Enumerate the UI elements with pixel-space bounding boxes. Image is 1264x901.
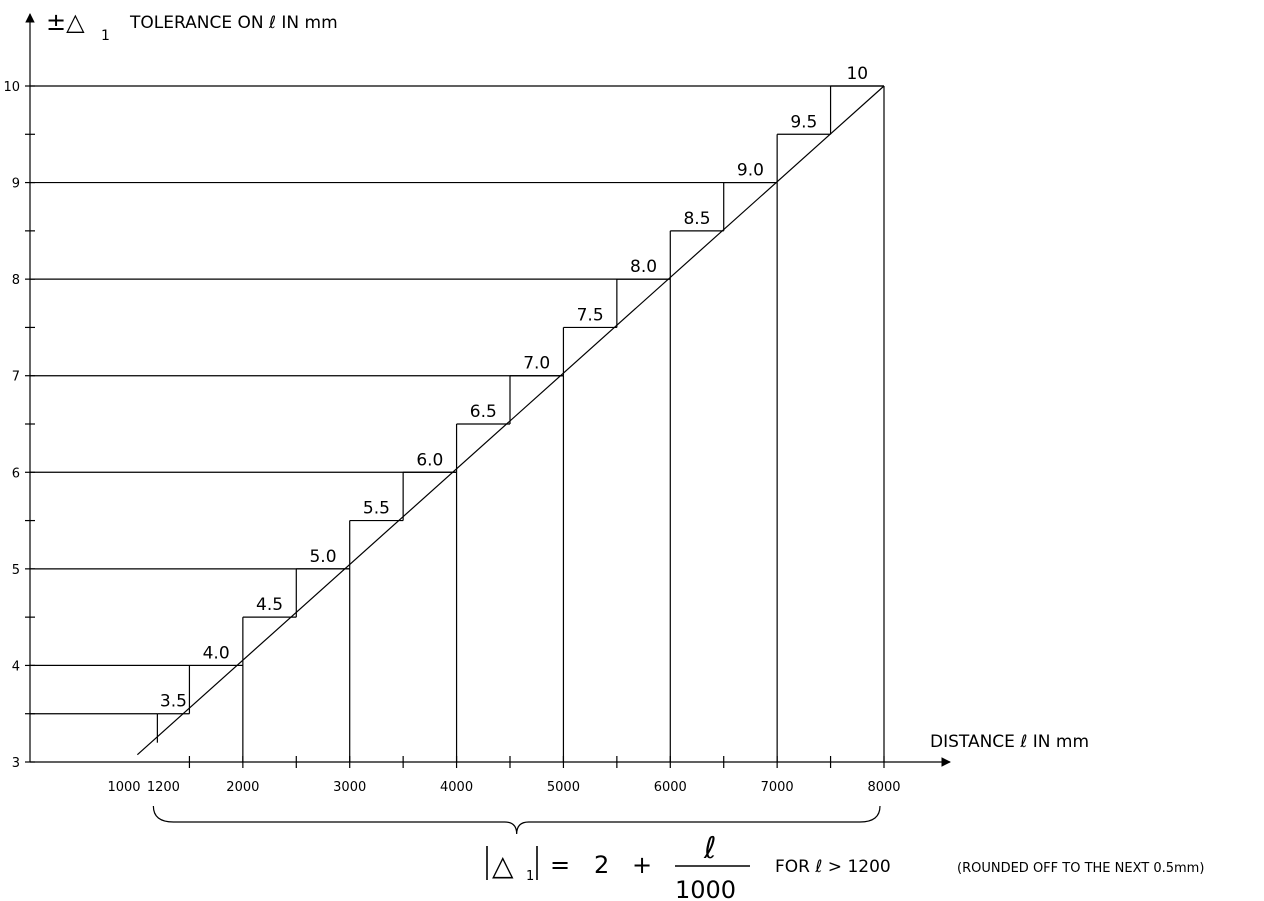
- formula-plus: +: [632, 851, 652, 879]
- y-tick-label: 4: [12, 659, 20, 674]
- x-tick-label: 2000: [226, 780, 259, 795]
- step-label: 6.5: [470, 402, 497, 422]
- y-tick-label: 7: [12, 370, 20, 385]
- step-label: 3.5: [160, 692, 187, 712]
- formula: △ 1 = 2 + ℓ 1000 FOR ℓ > 1200 (ROUNDED O…: [486, 831, 1204, 901]
- x-tick-label: 3000: [333, 780, 366, 795]
- formula-denominator: 1000: [675, 876, 736, 901]
- x-tick-label: 4000: [440, 780, 473, 795]
- step-label: 9.0: [737, 161, 764, 181]
- y-tick-label: 3: [12, 756, 20, 771]
- step-label: 10: [846, 64, 868, 84]
- guide-lines: [30, 85, 885, 762]
- step-label: 4.5: [256, 595, 283, 615]
- x-tick-label: 6000: [654, 780, 687, 795]
- y-ticks: 3 4 5 6 7 8 9 10: [3, 80, 35, 771]
- y-tick-label: 10: [3, 80, 20, 95]
- step-label: 7.5: [577, 305, 604, 325]
- range-brace: [152, 805, 881, 835]
- formula-delta: △: [492, 849, 514, 882]
- y-tick-label: 6: [12, 466, 20, 481]
- y-tick-label: 9: [12, 177, 20, 192]
- step-label: 7.0: [523, 354, 550, 374]
- step-label: 9.5: [790, 112, 817, 132]
- step-function: 3.5 4.0 4.5 5.0 5.5 6.0 6.5 7.0 7.5 8.0 8.5 9.0 9.5 1…: [156, 64, 884, 743]
- step-label: 8.5: [683, 209, 710, 229]
- x-ticks: 1000 1200 2000 3000 4000 5000 6000 7000 8000: [107, 756, 901, 795]
- tolerance-line: [136, 85, 885, 756]
- step-label: 8.0: [630, 257, 657, 277]
- formula-constant: 2: [594, 851, 609, 879]
- y-tick-label: 8: [12, 273, 20, 288]
- y-tick-label: 5: [12, 563, 20, 578]
- y-axis-title-subscript: 1: [101, 28, 110, 44]
- y-axis-title: TOLERANCE ON ℓ IN mm: [129, 13, 338, 33]
- formula-numerator: ℓ: [703, 831, 716, 866]
- formula-delta-subscript: 1: [526, 869, 534, 884]
- x-tick-label: 5000: [547, 780, 580, 795]
- x-tick-label: 7000: [761, 780, 794, 795]
- x-tick-label: 1000: [107, 780, 140, 795]
- formula-note: (ROUNDED OFF TO THE NEXT 0.5mm): [957, 861, 1204, 876]
- step-label: 5.0: [309, 547, 336, 567]
- x-tick-label: 1200: [147, 780, 180, 795]
- step-label: 6.0: [416, 450, 443, 470]
- formula-equals: =: [550, 851, 570, 879]
- x-axis-title: DISTANCE ℓ IN mm: [930, 732, 1089, 752]
- step-label: 4.0: [203, 643, 230, 663]
- formula-condition: FOR ℓ > 1200: [775, 857, 891, 877]
- y-axis-title-symbol: ±△: [46, 8, 85, 36]
- x-tick-label: 8000: [867, 780, 900, 795]
- step-label: 5.5: [363, 499, 390, 519]
